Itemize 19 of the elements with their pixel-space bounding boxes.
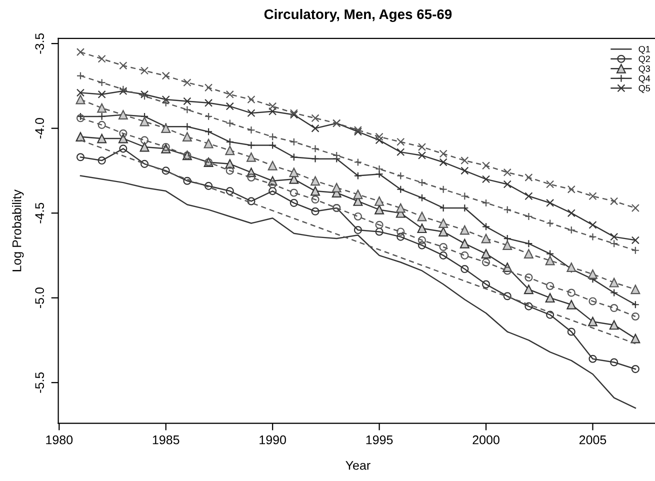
- legend-label: Q5: [638, 85, 650, 94]
- legend-label: Q1: [638, 46, 650, 54]
- y-tick-label: -4.5: [35, 202, 44, 224]
- x-tick-label: 1995: [366, 435, 393, 444]
- y-tick-label: -5.5: [35, 372, 44, 393]
- x-tick-label: 2000: [472, 435, 500, 444]
- legend-label: Q3: [638, 65, 650, 74]
- y-axis-title: Log Probability: [12, 190, 24, 272]
- y-tick-label: -3.5: [35, 33, 44, 54]
- x-tick-label: 1985: [152, 435, 180, 444]
- legend-label: Q4: [638, 75, 650, 84]
- y-tick-label: -4.0: [35, 118, 44, 139]
- x-tick-label: 1990: [260, 435, 286, 444]
- x-tick-label: 2005: [579, 435, 606, 444]
- chart-title: Circulatory, Men, Ages 65-69: [264, 8, 452, 22]
- y-tick-label: -5.0: [35, 288, 44, 308]
- x-tick-label: 1980: [46, 435, 73, 444]
- legend-label: Q2: [638, 56, 650, 64]
- x-axis-title: Year: [346, 461, 370, 470]
